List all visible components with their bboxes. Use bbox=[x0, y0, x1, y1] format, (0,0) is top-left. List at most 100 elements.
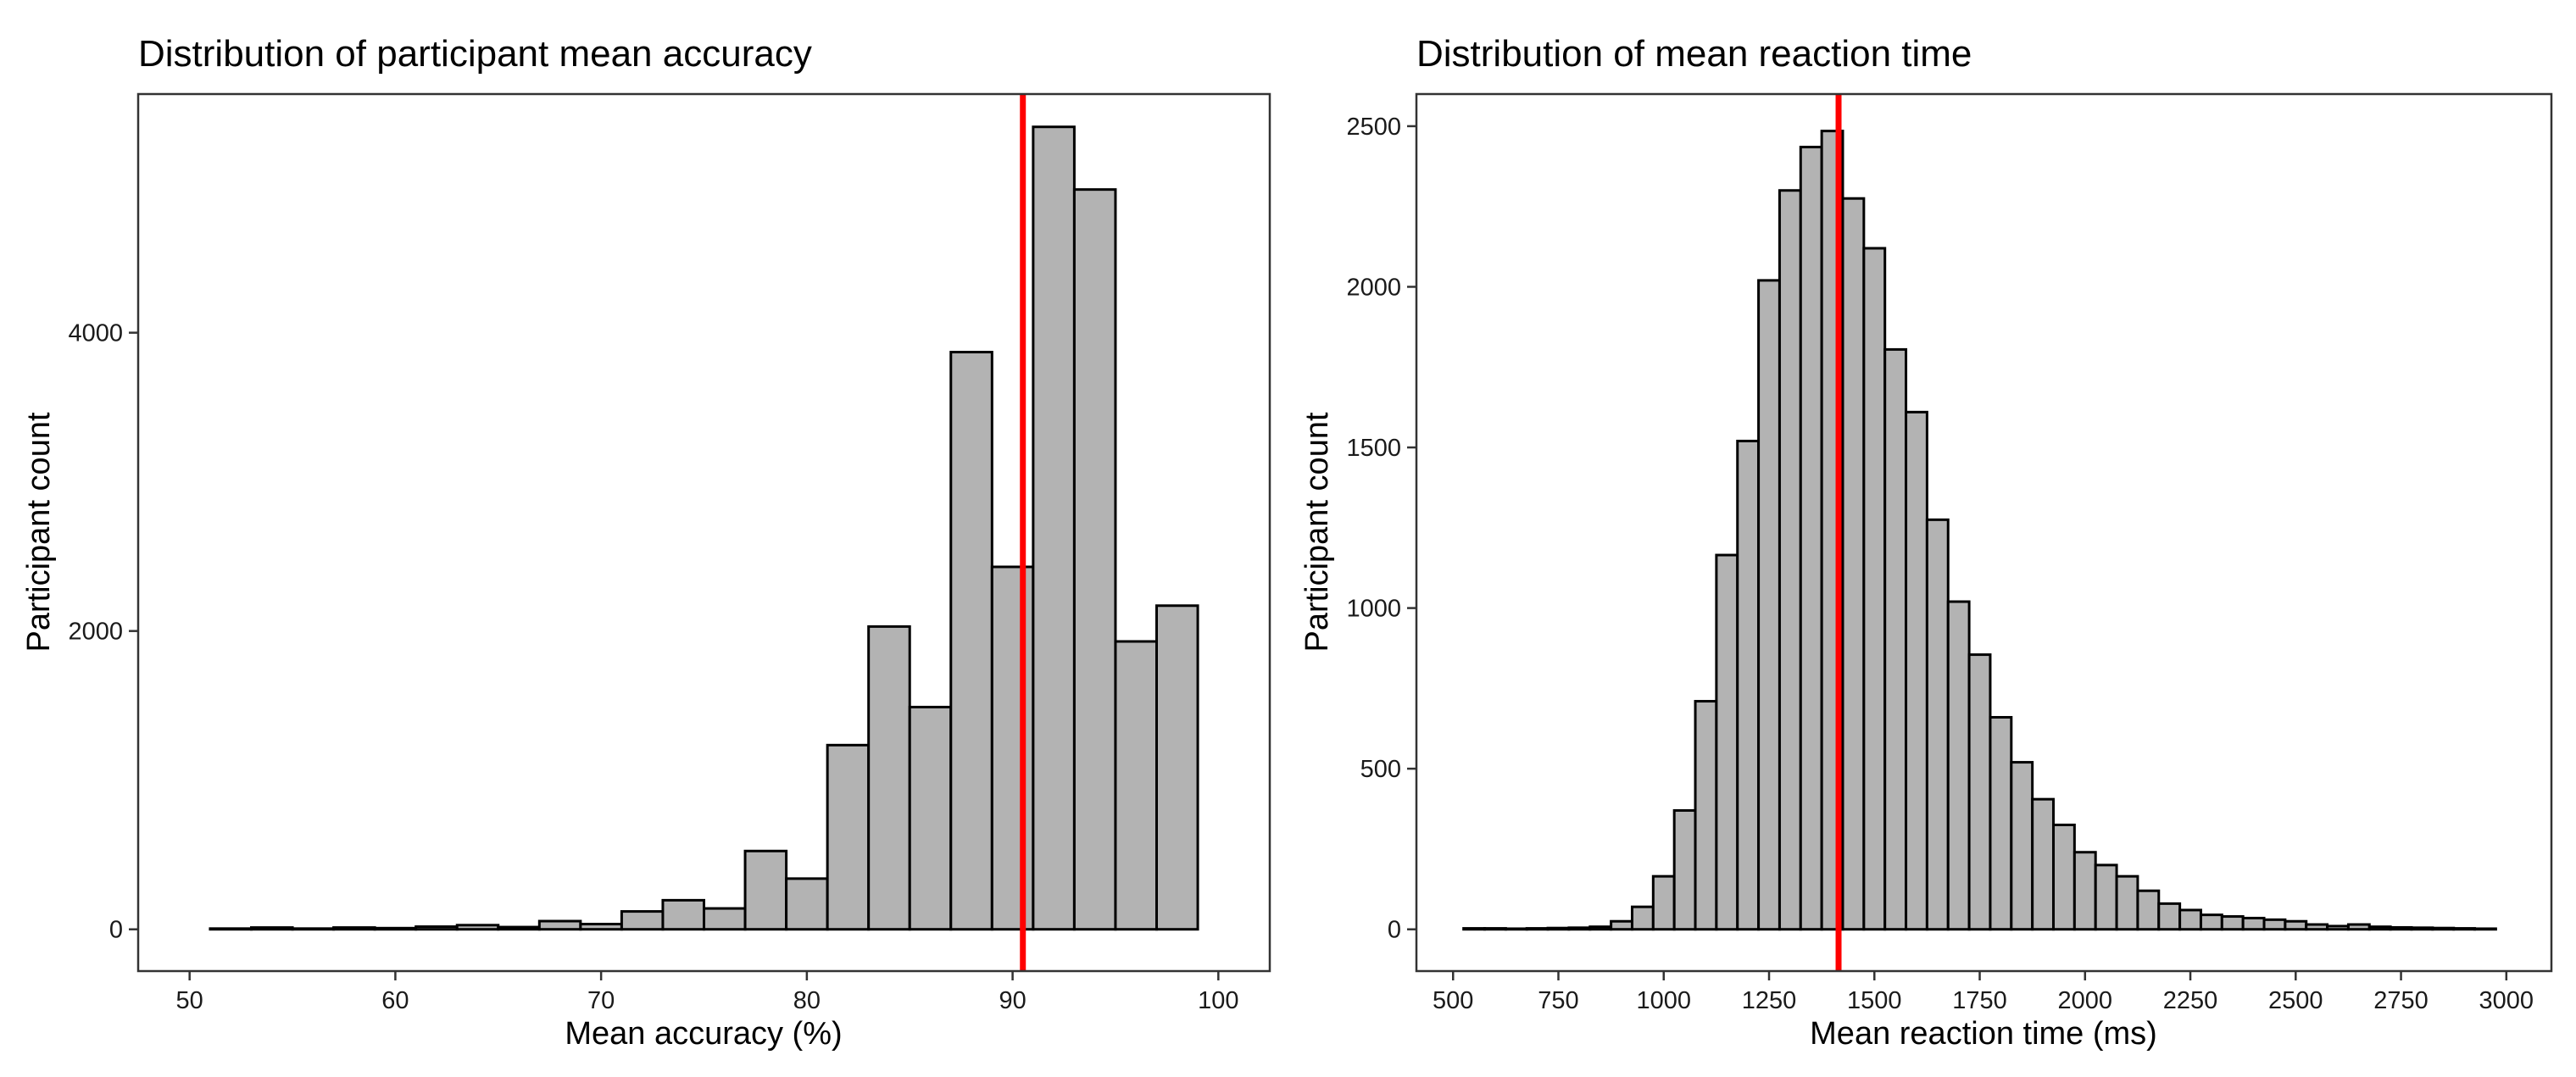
reaction-time-bar-42 bbox=[2346, 923, 2371, 931]
reaction-time-histogram-panel: Distribution of mean reaction time 500 75… bbox=[1299, 33, 2553, 1052]
accuracy-bar-16 bbox=[867, 625, 911, 931]
accuracy-bar-21 bbox=[1072, 188, 1117, 931]
reaction-time-bar-19 bbox=[1862, 247, 1887, 931]
reaction-time-bar-40 bbox=[2305, 923, 2329, 931]
reaction-time-bar-43 bbox=[2367, 925, 2392, 931]
reaction-time-bar-8 bbox=[1630, 905, 1655, 931]
reaction-time-x-tick-label-3: 1250 bbox=[1742, 987, 1797, 1014]
accuracy-bar-8 bbox=[537, 919, 582, 931]
reaction-time-x-axis-label: Mean reaction time (ms) bbox=[1810, 1016, 2157, 1052]
reaction-time-x-tick-label-4: 1500 bbox=[1847, 987, 1902, 1014]
reaction-time-bar-47 bbox=[2452, 927, 2477, 931]
reaction-time-x-tick-label-2: 1000 bbox=[1636, 987, 1691, 1014]
accuracy-bar-15 bbox=[826, 743, 871, 931]
reaction-time-bar-4 bbox=[1546, 926, 1571, 931]
accuracy-x-tick-label-0: 50 bbox=[176, 987, 203, 1014]
reaction-time-plot-frame bbox=[1415, 92, 2553, 973]
accuracy-x-axis: 50 60 70 80 90 100 bbox=[176, 971, 1239, 1014]
reaction-time-bar-1 bbox=[1483, 927, 1507, 931]
reaction-time-bar-5 bbox=[1567, 926, 1592, 931]
accuracy-bar-4 bbox=[373, 926, 418, 931]
accuracy-bars bbox=[209, 125, 1199, 931]
reaction-time-bar-0 bbox=[1462, 927, 1487, 931]
reaction-time-bar-6 bbox=[1588, 925, 1613, 931]
accuracy-y-tick-label-2: 4000 bbox=[68, 320, 123, 347]
accuracy-bar-7 bbox=[497, 925, 541, 931]
accuracy-bar-1 bbox=[250, 926, 294, 931]
accuracy-bar-14 bbox=[785, 877, 829, 931]
accuracy-bar-3 bbox=[332, 926, 376, 931]
reaction-time-bar-26 bbox=[2010, 761, 2034, 931]
reaction-time-y-axis: 0 500 1000 1500 2000 2500 bbox=[1346, 114, 1416, 944]
reaction-time-x-tick-label-10: 3000 bbox=[2479, 987, 2534, 1014]
reaction-time-bar-41 bbox=[2326, 924, 2350, 931]
accuracy-x-tick-label-3: 80 bbox=[793, 987, 821, 1014]
accuracy-bar-20 bbox=[1032, 125, 1076, 931]
reaction-time-y-tick-label-1: 500 bbox=[1360, 756, 1401, 783]
accuracy-bar-0 bbox=[209, 927, 253, 931]
accuracy-bar-5 bbox=[414, 925, 459, 931]
reaction-time-y-tick-label-5: 2500 bbox=[1346, 114, 1401, 141]
accuracy-y-axis-label: Participant count bbox=[21, 412, 57, 652]
reaction-time-bar-44 bbox=[2389, 925, 2413, 931]
reaction-time-bar-48 bbox=[2473, 927, 2497, 931]
accuracy-bar-13 bbox=[743, 849, 788, 931]
accuracy-chart-title: Distribution of participant mean accurac… bbox=[138, 33, 812, 75]
accuracy-bar-6 bbox=[455, 924, 500, 931]
reaction-time-bar-7 bbox=[1610, 919, 1633, 931]
reaction-time-bar-34 bbox=[2178, 908, 2202, 931]
reaction-time-bars bbox=[1462, 130, 2497, 931]
accuracy-bar-10 bbox=[620, 910, 665, 931]
accuracy-bar-23 bbox=[1155, 604, 1199, 931]
reaction-time-y-tick-label-4: 2000 bbox=[1346, 274, 1401, 301]
reaction-time-bar-27 bbox=[2031, 797, 2056, 931]
accuracy-x-tick-label-4: 90 bbox=[999, 987, 1026, 1014]
accuracy-bar-9 bbox=[579, 923, 623, 931]
reaction-time-bar-10 bbox=[1672, 808, 1697, 931]
reaction-time-y-axis-label: Participant count bbox=[1299, 412, 1335, 652]
reaction-time-bar-16 bbox=[1799, 146, 1823, 931]
reaction-time-bar-11 bbox=[1694, 700, 1718, 931]
reaction-time-y-tick-label-0: 0 bbox=[1388, 917, 1401, 944]
reaction-time-bar-24 bbox=[1967, 653, 1992, 931]
accuracy-x-tick-label-2: 70 bbox=[587, 987, 615, 1014]
accuracy-bar-11 bbox=[661, 898, 706, 931]
accuracy-plot-frame bbox=[136, 92, 1271, 973]
reaction-time-bar-39 bbox=[2284, 919, 2308, 931]
reaction-time-bar-33 bbox=[2157, 902, 2182, 931]
accuracy-y-tick-label-1: 2000 bbox=[68, 619, 123, 646]
reaction-time-bar-29 bbox=[2072, 851, 2097, 931]
reaction-time-bar-21 bbox=[1905, 410, 1928, 931]
accuracy-x-tick-label-5: 100 bbox=[1198, 987, 1238, 1014]
reaction-time-bar-28 bbox=[2052, 824, 2076, 931]
reaction-time-bar-32 bbox=[2136, 889, 2161, 931]
reaction-time-bar-37 bbox=[2241, 916, 2266, 931]
reaction-time-x-tick-label-0: 500 bbox=[1433, 987, 1473, 1014]
accuracy-bar-12 bbox=[703, 907, 747, 931]
reaction-time-x-tick-label-9: 2750 bbox=[2373, 987, 2429, 1014]
reaction-time-bar-2 bbox=[1504, 927, 1528, 931]
reaction-time-x-tick-label-5: 1750 bbox=[1952, 987, 2007, 1014]
reaction-time-x-tick-label-8: 2500 bbox=[2268, 987, 2323, 1014]
reaction-time-bar-30 bbox=[2094, 863, 2118, 931]
reaction-time-bar-35 bbox=[2199, 913, 2223, 931]
accuracy-bar-22 bbox=[1114, 640, 1158, 931]
accuracy-histogram-panel: Distribution of participant mean accurac… bbox=[21, 33, 1271, 1052]
reaction-time-bar-36 bbox=[2220, 915, 2245, 931]
reaction-time-x-axis: 500 750 1000 1250 1500 1750 2000 2250 2500 2750 30… bbox=[1433, 971, 2534, 1014]
reaction-time-bar-15 bbox=[1778, 189, 1802, 931]
reaction-time-bar-13 bbox=[1736, 439, 1761, 931]
reaction-time-bar-3 bbox=[1525, 927, 1549, 931]
reaction-time-bar-38 bbox=[2262, 918, 2287, 931]
reaction-time-bar-23 bbox=[1946, 600, 1971, 931]
reaction-time-bar-14 bbox=[1757, 279, 1781, 931]
reaction-time-bar-25 bbox=[1989, 715, 2013, 931]
reaction-time-y-tick-label-3: 1500 bbox=[1346, 435, 1401, 462]
reaction-time-x-tick-label-1: 750 bbox=[1538, 987, 1578, 1014]
reaction-time-bar-9 bbox=[1651, 874, 1676, 931]
accuracy-x-tick-label-1: 60 bbox=[381, 987, 409, 1014]
accuracy-bar-18 bbox=[949, 351, 993, 931]
reaction-time-bar-46 bbox=[2431, 926, 2456, 931]
reaction-time-bar-18 bbox=[1841, 197, 1866, 931]
